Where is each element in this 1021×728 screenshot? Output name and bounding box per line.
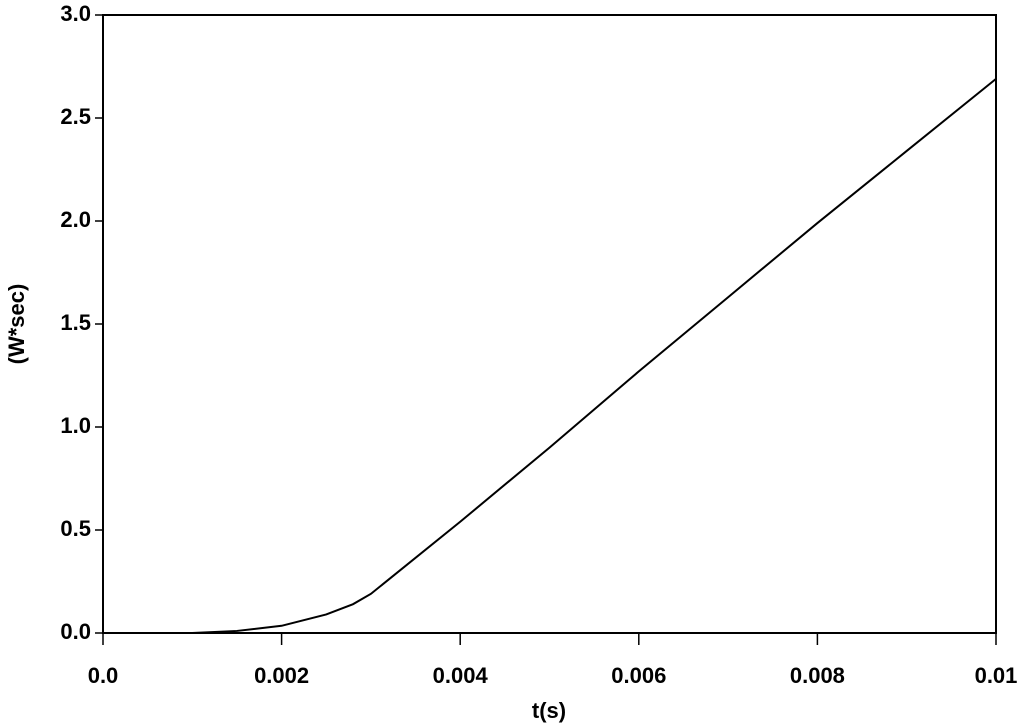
x-axis-title: t(s) [532, 698, 566, 723]
y-tick-label: 1.5 [60, 310, 91, 335]
y-tick-label: 3.0 [60, 1, 91, 26]
x-tick-label: 0.004 [433, 663, 489, 688]
data-line [103, 78, 997, 634]
x-tick-label: 0.006 [611, 663, 666, 688]
y-tick-label: 0.0 [60, 619, 91, 644]
y-tick-label: 1.0 [60, 413, 91, 438]
plot-frame [102, 14, 997, 634]
x-tick-label: 0.0 [88, 663, 119, 688]
x-tick-label: 0.01 [975, 663, 1018, 688]
x-tick-label: 0.002 [254, 663, 309, 688]
y-axis-title: (W*sec) [4, 284, 29, 365]
y-tick-label: 2.5 [60, 104, 91, 129]
y-tick-label: 2.0 [60, 207, 91, 232]
y-tick-label: 0.5 [60, 516, 91, 541]
x-tick-label: 0.008 [790, 663, 845, 688]
